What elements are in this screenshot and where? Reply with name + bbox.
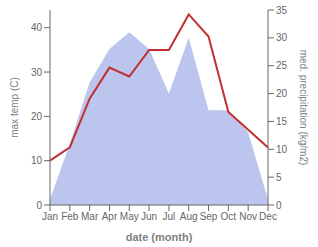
svg-text:Jun: Jun (141, 211, 157, 222)
svg-text:40: 40 (31, 22, 43, 33)
svg-text:Aug: Aug (180, 211, 198, 222)
svg-text:max temp (C): max temp (C) (9, 77, 20, 138)
svg-text:May: May (120, 211, 139, 222)
svg-text:Mar: Mar (81, 211, 99, 222)
svg-text:5: 5 (276, 172, 282, 183)
svg-text:Apr: Apr (102, 211, 118, 222)
svg-text:Feb: Feb (61, 211, 79, 222)
svg-text:Oct: Oct (221, 211, 237, 222)
svg-text:10: 10 (31, 155, 43, 166)
svg-text:0: 0 (36, 200, 42, 211)
svg-text:0: 0 (276, 200, 282, 211)
svg-text:Nov: Nov (239, 211, 257, 222)
svg-text:date (month): date (month) (126, 231, 193, 243)
svg-text:25: 25 (276, 60, 288, 71)
svg-text:30: 30 (276, 32, 288, 43)
svg-text:Sep: Sep (200, 211, 218, 222)
svg-text:med. precipitation (kg/m2): med. precipitation (kg/m2) (298, 50, 309, 166)
svg-text:Jan: Jan (42, 211, 58, 222)
svg-text:35: 35 (276, 5, 288, 16)
svg-text:Dec: Dec (259, 211, 277, 222)
svg-text:20: 20 (31, 111, 43, 122)
svg-text:10: 10 (276, 144, 288, 155)
svg-text:Jul: Jul (163, 211, 176, 222)
svg-text:15: 15 (276, 116, 288, 127)
svg-text:20: 20 (276, 88, 288, 99)
svg-text:30: 30 (31, 67, 43, 78)
